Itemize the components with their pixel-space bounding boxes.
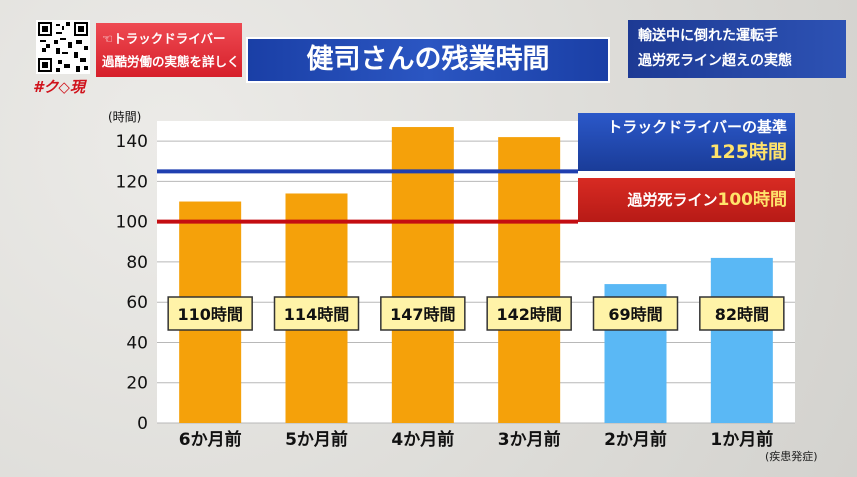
bar [391,127,454,423]
topic-line-2: 過酷労働の実態を詳しく [102,54,240,69]
y-tick-label: 120 [116,172,148,192]
topic-box: ☜トラックドライバー 過酷労働の実態を詳しく [96,23,242,77]
data-label-box [167,296,253,331]
y-tick-label: 100 [116,213,148,233]
driver-standard-callout: トラックドライバーの基準 125時間 [578,113,795,171]
y-tick-label: 20 [126,374,148,394]
data-label: 69時間 [608,305,662,324]
karoshi-line-value: 100時間 [717,190,788,210]
y-tick-label: 0 [137,414,148,434]
headline-line-1: 輸送中に倒れた運転手 [638,28,778,44]
headline-line-2: 過労死ライン超えの実態 [638,53,792,69]
x-tick-label: 5か月前 [285,429,348,450]
karoshi-line-callout: 過労死ライン100時間 [578,178,795,222]
y-tick-label: 80 [126,253,148,273]
y-tick-label: 60 [126,293,148,313]
data-label-box [486,296,572,331]
x-tick-label: 4か月前 [391,429,454,450]
qr-code-icon [38,22,88,72]
data-label: 147時間 [390,305,455,324]
x-tick-label: 3か月前 [498,429,561,450]
data-label-box [699,296,785,331]
data-label-box [273,296,360,331]
driver-standard-value: 125時間 [709,141,787,163]
y-axis-label: (時間) [108,110,142,124]
topic-line-1: ☜トラックドライバー [102,31,226,46]
x-tick-label: 1か月前 [710,429,773,450]
qr-code[interactable] [36,20,90,74]
headline-box: 輸送中に倒れた運転手 過労死ライン超えの実態 [628,20,846,78]
data-label: 110時間 [177,305,242,324]
x-tick-label: 6か月前 [179,429,242,450]
bar [498,137,561,423]
data-label-box [592,296,679,331]
karoshi-line-text: 過労死ライン [627,191,718,209]
x-tick-label: 2か月前 [604,429,667,450]
page-title: 健司さんの残業時間 [246,37,610,83]
data-label-box [380,296,466,331]
y-tick-label: 140 [116,132,148,152]
program-hashtag: #ク◇現 [33,78,85,96]
data-label: 114時間 [284,305,349,324]
onset-note: (疾患発症) [765,450,818,463]
y-tick-label: 40 [126,333,148,353]
driver-standard-text: トラックドライバーの基準 [607,118,787,136]
data-label: 82時間 [715,305,769,324]
bar [710,257,773,423]
data-label: 142時間 [496,305,561,324]
